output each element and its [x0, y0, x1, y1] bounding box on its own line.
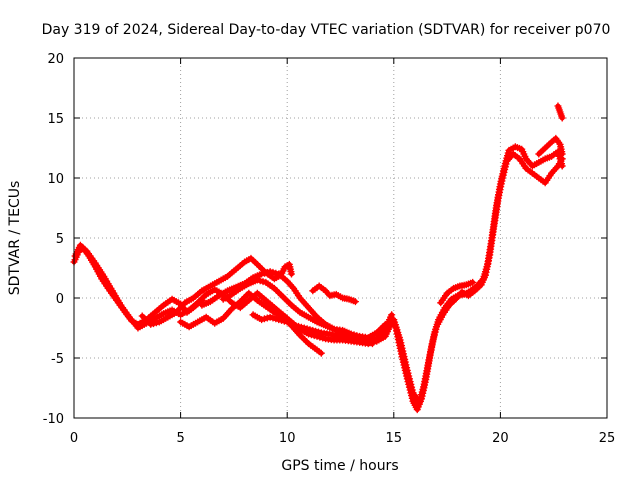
y-tick-label: 20 — [47, 52, 64, 67]
plot-area — [70, 102, 566, 414]
y-tick-label: 0 — [56, 292, 64, 307]
plot-frame — [73, 57, 608, 419]
y-tick-label: -10 — [43, 412, 64, 427]
y-tick-label: 5 — [56, 232, 64, 247]
data-point — [388, 311, 396, 319]
data-point — [317, 349, 325, 357]
series-trace — [72, 144, 565, 413]
data-point — [469, 278, 477, 286]
y-tick-label: -5 — [51, 352, 64, 367]
data-point — [287, 270, 295, 278]
x-tick-label: 10 — [279, 431, 296, 446]
x-axis-label: GPS time / hours — [281, 458, 398, 474]
series-9 — [437, 278, 477, 307]
data-point — [558, 114, 566, 122]
series-1 — [71, 143, 566, 414]
series-10 — [554, 102, 566, 122]
x-tick-label: 0 — [70, 431, 78, 446]
data-point — [368, 340, 376, 348]
series-11 — [535, 134, 566, 158]
series-5 — [309, 282, 359, 306]
y-tick-label: 15 — [47, 112, 64, 127]
x-tick-label: 25 — [599, 431, 616, 446]
x-tick-label: 15 — [386, 431, 403, 446]
x-tick-label: 5 — [176, 431, 184, 446]
data-point — [324, 290, 332, 298]
axis-ticks: 0 5 10 15 20 25 -10 -5 0 5 10 15 20 — [43, 52, 616, 446]
x-tick-label: 20 — [492, 431, 509, 446]
grid-lines — [74, 58, 607, 418]
series-7 — [249, 311, 376, 348]
y-axis-label: SDTVAR / TECUs — [7, 181, 23, 296]
data-point — [381, 320, 389, 328]
y-tick-label: 10 — [47, 172, 64, 187]
series-trace — [391, 151, 565, 405]
series-8 — [390, 150, 566, 406]
data-point — [558, 150, 566, 158]
data-point — [351, 298, 359, 306]
chart-title: Day 319 of 2024, Sidereal Day-to-day VTE… — [42, 22, 611, 38]
